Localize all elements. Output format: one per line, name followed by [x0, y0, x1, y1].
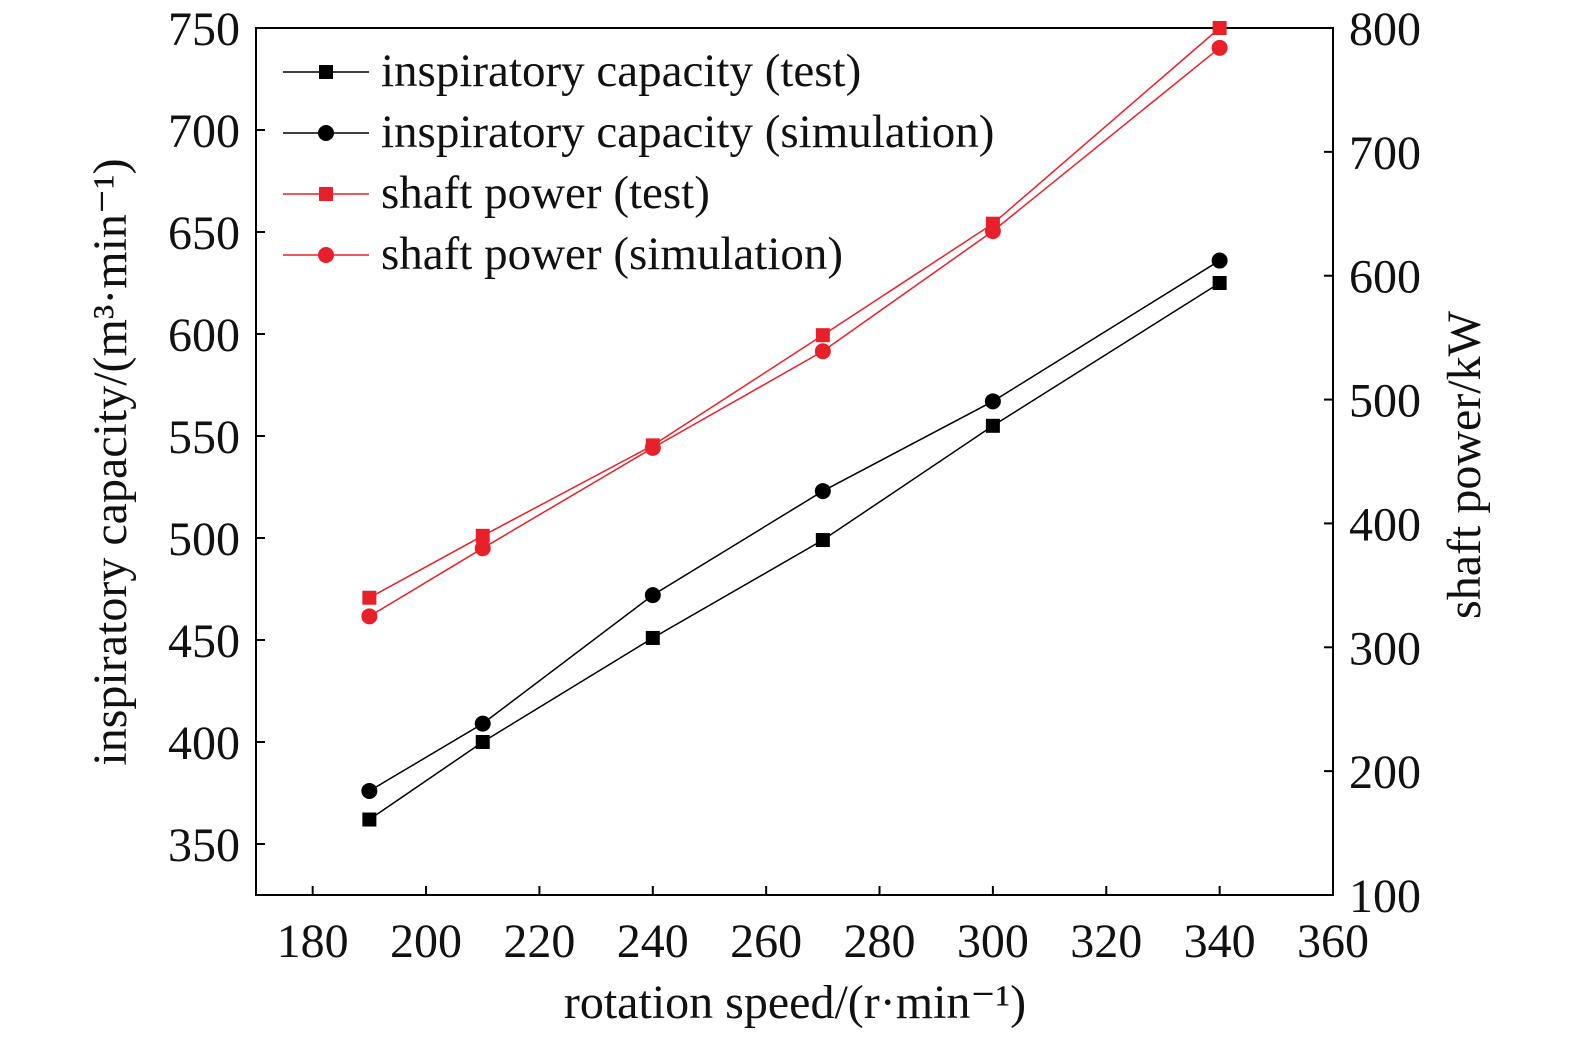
legend-label: inspiratory capacity (simulation): [381, 106, 994, 158]
data-point: [361, 782, 378, 799]
data-point: [361, 608, 378, 625]
data-point: [1211, 39, 1228, 56]
series-2: [362, 21, 1227, 605]
data-point: [645, 630, 660, 645]
y2-tick-label: 300: [1349, 622, 1421, 675]
data-point: [475, 528, 490, 543]
legend-marker: [319, 187, 333, 201]
x-tick-label: 280: [844, 915, 916, 968]
legend-item: shaft power (test): [283, 167, 710, 219]
data-point: [644, 587, 661, 604]
x-tick-label: 240: [617, 915, 689, 968]
x-tick-label: 200: [390, 915, 462, 968]
data-point: [814, 483, 831, 500]
y-tick-label: 500: [168, 513, 240, 566]
legend: inspiratory capacity (test) inspiratory c…: [283, 45, 994, 280]
data-point: [362, 590, 377, 605]
y-tick-label: 750: [168, 3, 240, 56]
data-point: [1211, 252, 1228, 269]
data-point: [474, 540, 491, 557]
y2-tick-label: 500: [1349, 375, 1421, 428]
x-tick-label: 260: [730, 915, 802, 968]
y2-tick-label: 100: [1349, 870, 1421, 923]
data-point: [815, 533, 830, 548]
x-tick-label: 300: [957, 915, 1029, 968]
legend-label: inspiratory capacity (test): [381, 45, 861, 97]
series-line: [368, 259, 1221, 792]
data-point: [1212, 276, 1227, 290]
y-tick-label: 400: [168, 717, 240, 770]
legend-label: shaft power (simulation): [381, 228, 843, 280]
legend-item: inspiratory capacity (test): [283, 45, 861, 97]
legend-marker: [318, 247, 334, 263]
data-point: [644, 439, 661, 456]
data-point: [985, 418, 1000, 433]
y2-tick-label: 700: [1349, 127, 1421, 180]
axes-layer: 180 200 220 240 260 280 300 320 340 360 350 400 450 5…: [168, 3, 1421, 968]
y-tick-label: 350: [168, 819, 240, 872]
y2-tick-label: 400: [1349, 498, 1421, 551]
data-point: [984, 223, 1001, 240]
y-axis-title: inspiratory capacity/(m³·min⁻¹): [84, 158, 137, 765]
y-tick-label: 650: [168, 207, 240, 260]
y-tick-label: 600: [168, 309, 240, 362]
legend-marker: [319, 65, 333, 79]
data-point: [815, 328, 830, 343]
series-1: [361, 252, 1228, 799]
series-3: [361, 39, 1228, 625]
legend-item: inspiratory capacity (simulation): [283, 106, 994, 158]
data-point: [362, 812, 377, 827]
data-point: [984, 393, 1001, 410]
y-tick-label: 550: [168, 411, 240, 464]
x-tick-label: 320: [1070, 915, 1142, 968]
y2-tick-label: 800: [1349, 3, 1421, 56]
series-line: [368, 47, 1221, 617]
data-point: [475, 735, 490, 749]
series-layer: [361, 21, 1228, 827]
legend-item: shaft power (simulation): [283, 228, 843, 280]
legend-label: shaft power (test): [381, 167, 710, 219]
x-tick-label: 360: [1297, 915, 1369, 968]
y-tick-label: 700: [168, 105, 240, 158]
series-line: [368, 282, 1221, 821]
legend-marker: [318, 125, 334, 141]
plot-frame: [255, 27, 1334, 896]
y-tick-label: 450: [168, 615, 240, 668]
series-0: [362, 276, 1227, 827]
series-line: [369, 27, 1221, 599]
data-point: [1212, 21, 1227, 35]
data-point: [814, 343, 831, 360]
y2-tick-label: 600: [1349, 251, 1421, 304]
data-point: [474, 715, 491, 732]
y2-tick-label: 200: [1349, 746, 1421, 799]
y2-axis-title: shaft power/kW: [1438, 310, 1491, 619]
x-tick-label: 340: [1184, 915, 1256, 968]
x-tick-label: 180: [277, 915, 349, 968]
x-axis-title: rotation speed/(r·min⁻¹): [564, 976, 1026, 1029]
x-tick-label: 220: [503, 915, 575, 968]
